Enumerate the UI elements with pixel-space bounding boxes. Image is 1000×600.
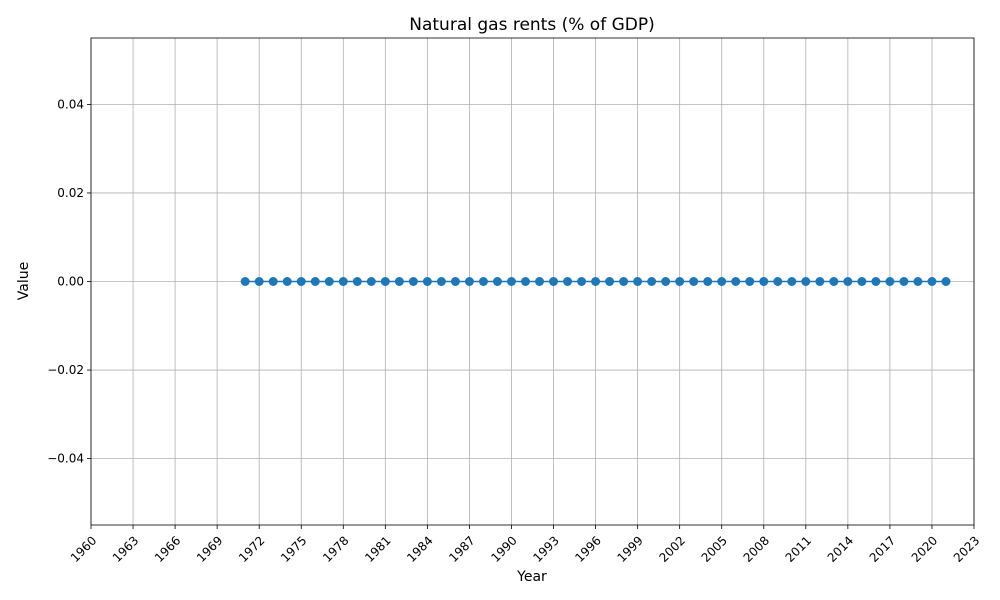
data-point [591,277,601,286]
data-point [787,277,797,286]
x-tick-label: 1990 [488,533,519,564]
data-point [843,277,853,286]
data-point [535,277,545,286]
x-tick-label: 2002 [657,533,688,564]
data-point [815,277,825,286]
data-point [605,277,615,286]
data-point [759,277,769,286]
x-tick-label: 1981 [362,533,393,564]
data-point [675,277,685,286]
data-point [717,277,727,286]
x-tick-label: 2011 [783,533,814,564]
data-point [324,277,334,286]
x-tick-label: 2005 [699,533,730,564]
data-point [268,277,278,286]
x-tick-label: 1972 [236,533,267,564]
x-tick-label: 1987 [446,533,477,564]
y-tick-label: 0.00 [57,275,84,289]
data-point [492,277,502,286]
x-tick-label: 1993 [530,533,561,564]
x-tick-label: 1963 [110,533,141,564]
data-point [577,277,587,286]
data-point [563,277,573,286]
y-tick-label: −0.04 [47,452,84,466]
data-point [310,277,320,286]
data-point [927,277,937,286]
data-point [366,277,376,286]
x-axis-label: Year [516,569,547,585]
data-point [520,277,530,286]
data-point [633,277,643,286]
x-tick-label: 2008 [741,533,772,564]
data-point [885,277,895,286]
data-point [549,277,559,286]
data-point [296,277,306,286]
x-tick-label: 1996 [572,533,603,564]
x-tick-label: 1960 [68,533,99,564]
series-layer [240,277,951,286]
chart-title: Natural gas rents (% of GDP) [409,15,654,35]
y-axis-ticks: −0.04 −0.02 0.00 0.02 0.04 [47,97,91,466]
data-point [689,277,699,286]
y-axis-label: Value [16,262,32,300]
x-tick-label: 1966 [152,533,183,564]
data-point [240,277,250,286]
data-point [661,277,671,286]
data-point [857,277,867,286]
x-tick-label: 1969 [194,533,225,564]
data-point [801,277,811,286]
x-axis-ticks: 1960 1963 1966 1969 1972 1975 1978 1981 1984 1987… [68,525,982,565]
x-tick-label: 1984 [404,533,435,564]
x-tick-label: 2017 [867,533,898,564]
data-point [282,277,292,286]
x-tick-label: 2014 [825,533,856,564]
data-point [773,277,783,286]
data-point [619,277,629,286]
data-point [394,277,404,286]
data-point [871,277,881,286]
data-point [913,277,923,286]
x-tick-label: 1978 [320,533,351,564]
data-point [941,277,951,286]
data-point [352,277,362,286]
data-point [408,277,418,286]
data-point [745,277,755,286]
y-tick-label: −0.02 [47,363,84,377]
data-point [450,277,460,286]
data-point [254,277,264,286]
data-point [731,277,741,286]
data-point [647,277,657,286]
y-tick-label: 0.02 [57,186,84,200]
y-tick-label: 0.04 [57,97,84,111]
data-point [338,277,348,286]
x-tick-label: 1999 [614,533,645,564]
data-point [422,277,432,286]
data-point [506,277,516,286]
x-tick-label: 1975 [278,533,309,564]
data-point [380,277,390,286]
data-point [703,277,713,286]
data-point [464,277,474,286]
x-tick-label: 2023 [951,533,982,564]
data-point [899,277,909,286]
data-point [829,277,839,286]
data-point [436,277,446,286]
data-point [478,277,488,286]
x-tick-label: 2020 [909,533,940,564]
